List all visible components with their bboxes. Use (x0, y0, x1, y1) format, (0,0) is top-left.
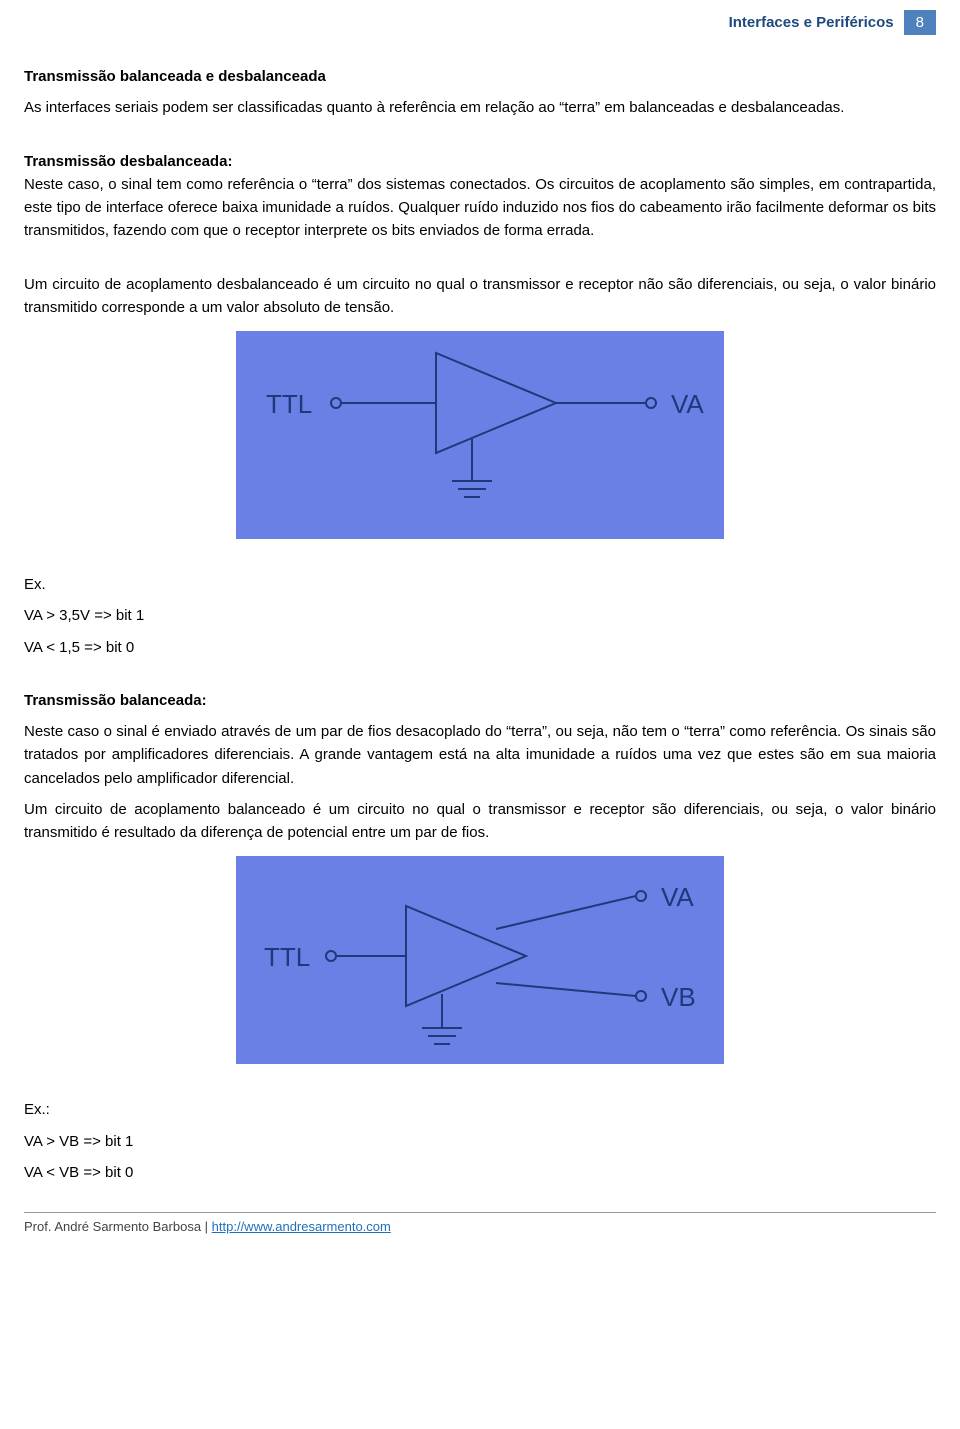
svg-text:VA: VA (661, 882, 694, 912)
page-number-badge: 8 (904, 10, 936, 35)
balanced-paragraph-1: Neste caso o sinal é enviado através de … (24, 720, 936, 790)
section-heading-balanced-unbalanced: Transmissão balanceada e desbalanceada (24, 65, 936, 88)
intro-paragraph: As interfaces seriais podem ser classifi… (24, 96, 936, 119)
svg-text:TTL: TTL (264, 942, 310, 972)
balanced-paragraph-2: Um circuito de acoplamento balanceado é … (24, 798, 936, 845)
example-2-heading: Ex.: (24, 1098, 936, 1121)
heading-text: Transmissão balanceada e desbalanceada (24, 68, 326, 85)
footer-author: Prof. André Sarmento Barbosa (24, 1219, 201, 1234)
unbalanced-paragraph-2: Um circuito de acoplamento desbalanceado… (24, 273, 936, 320)
figure-1-wrap: TTL VA (24, 331, 936, 543)
figure-balanced-circuit: TTL VA VB (236, 856, 724, 1064)
svg-text:VB: VB (661, 982, 696, 1012)
footer-link[interactable]: http://www.andresarmento.com (212, 1219, 391, 1234)
unbalanced-paragraph-1: Transmissão desbalanceada: Neste caso, o… (24, 150, 936, 243)
page-footer: Prof. André Sarmento Barbosa | http://ww… (24, 1219, 936, 1234)
balanced-heading-text: Transmissão balanceada: (24, 692, 207, 709)
footer-sep: | (201, 1219, 212, 1234)
svg-text:TTL: TTL (266, 389, 312, 419)
example-1-line-2: VA < 1,5 => bit 0 (24, 636, 936, 659)
unbalanced-text-1: Neste caso, o sinal tem como referência … (24, 176, 936, 240)
balanced-run-heading: Transmissão balanceada: (24, 689, 936, 712)
example-2-line-2: VA < VB => bit 0 (24, 1161, 936, 1184)
page-header: Interfaces e Periféricos 8 (24, 10, 936, 35)
example-2-line-1: VA > VB => bit 1 (24, 1130, 936, 1153)
footer-divider (24, 1212, 936, 1213)
header-title: Interfaces e Periféricos (729, 10, 904, 35)
unbalanced-run-heading: Transmissão desbalanceada: (24, 153, 232, 170)
svg-text:VA: VA (671, 389, 704, 419)
figure-unbalanced-circuit: TTL VA (236, 331, 724, 539)
example-1-line-1: VA > 3,5V => bit 1 (24, 604, 936, 627)
example-1-heading: Ex. (24, 573, 936, 596)
figure-2-wrap: TTL VA VB (24, 856, 936, 1068)
